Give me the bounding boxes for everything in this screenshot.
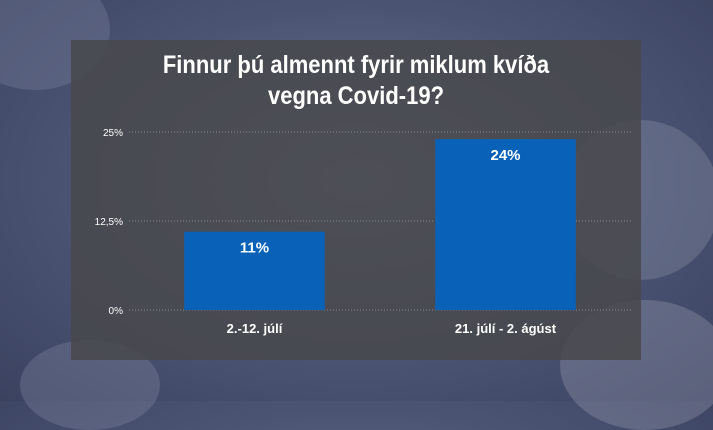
bar-chart: 0% 12,5% 25% 11% 2.-12. júlí 24% 21. júlí - 2.… (95, 128, 631, 336)
bar (184, 231, 325, 310)
y-tick-label: 0% (109, 306, 124, 317)
chart-title: Finnur þú almennt fyrir miklum kvíða veg… (105, 50, 607, 112)
data-label: 11% (240, 240, 269, 257)
title-line-2: vegna Covid-19? (267, 82, 445, 110)
title-line-1: Finnur þú almennt fyrir miklum kvíða (162, 51, 550, 79)
x-tick-label: 21. júlí - 2. ágúst (455, 321, 557, 336)
bar (435, 139, 576, 310)
data-label: 24% (490, 147, 520, 164)
y-tick-label: 12,5% (95, 217, 123, 228)
y-tick-label: 25% (103, 128, 123, 139)
chart-panel: Finnur þú almennt fyrir miklum kvíða veg… (71, 40, 641, 360)
x-tick-label: 2.-12. júlí (227, 321, 283, 336)
